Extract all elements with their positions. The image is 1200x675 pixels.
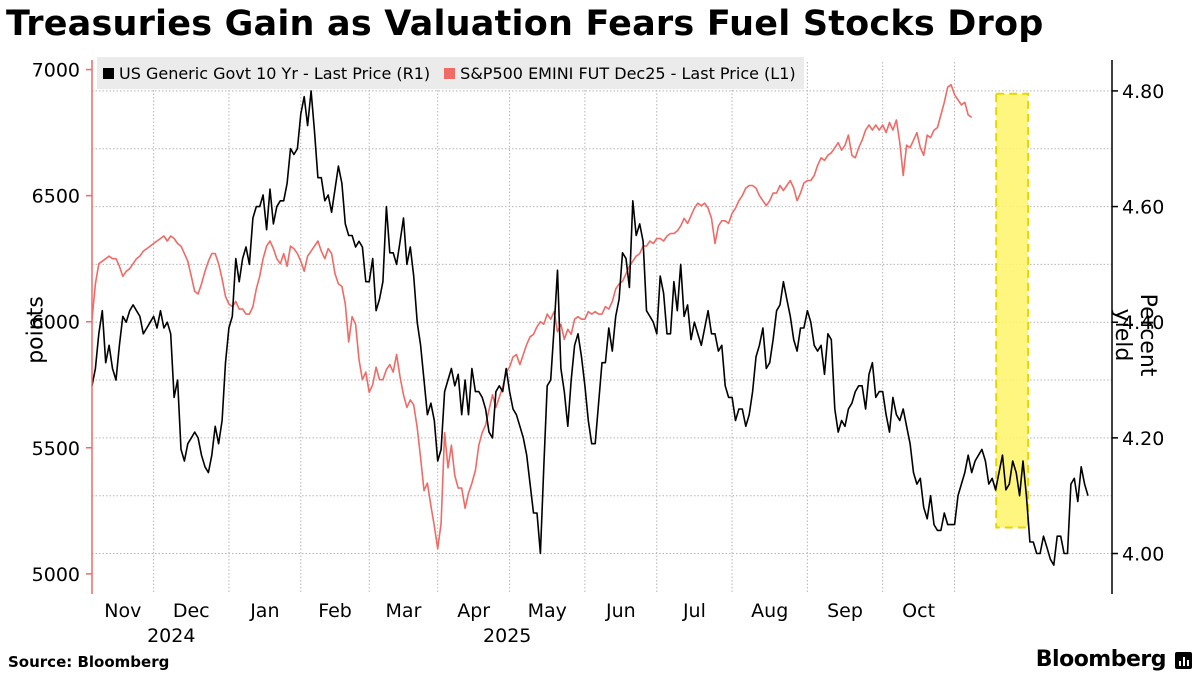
chart-title: Treasuries Gain as Valuation Fears Fuel … <box>6 4 1044 44</box>
x-month-label: Aug <box>751 600 788 622</box>
legend-label-sp500: S&P500 EMINI FUT Dec25 - Last Price (L1) <box>460 63 796 83</box>
left-tick-label: 7000 <box>32 60 80 82</box>
bloomberg-badge-icon <box>1175 652 1192 669</box>
x-month-label: Jul <box>682 600 706 622</box>
left-tick-label: 6000 <box>32 312 80 334</box>
right-tick-label: 4.60 <box>1122 197 1164 219</box>
x-year-label: 2025 <box>483 625 531 647</box>
x-month-label: Jun <box>605 600 636 622</box>
x-month-label: Mar <box>386 600 422 622</box>
brand-logo-text: Bloomberg <box>1035 647 1167 672</box>
legend: US Generic Govt 10 Yr - Last Price (R1) … <box>97 57 804 89</box>
right-tick-label: 4.00 <box>1122 544 1164 566</box>
right-tick-label: 4.40 <box>1122 312 1164 334</box>
grid-lines <box>92 62 1112 594</box>
right-tick-label: 4.80 <box>1122 81 1164 103</box>
highlight-box <box>995 92 1030 529</box>
left-axis-label: points <box>23 296 49 364</box>
x-month-label: Jan <box>249 600 279 622</box>
legend-item-sp500[interactable]: S&P500 EMINI FUT Dec25 - Last Price (L1) <box>444 63 796 83</box>
axes: 7000 6500 6000 5500 5000 4.80 4.60 4.40 4.20 4.00… <box>32 60 1165 647</box>
highlight-layer <box>995 92 1030 529</box>
legend-item-treasury[interactable]: US Generic Govt 10 Yr - Last Price (R1) <box>103 64 430 83</box>
treasury-yield-line <box>91 90 1089 566</box>
source-note: Source: Bloomberg <box>8 653 170 671</box>
x-month-label: Nov <box>104 600 141 622</box>
left-tick-label: 6500 <box>32 186 80 208</box>
sp500-line <box>91 83 973 550</box>
x-month-label: Feb <box>318 600 352 622</box>
right-axis-label: Percent yield <box>1110 293 1160 377</box>
legend-swatch-treasury <box>103 67 114 79</box>
legend-swatch-sp500 <box>444 67 456 79</box>
x-month-label: Sep <box>827 600 863 622</box>
left-tick-label: 5000 <box>32 564 80 586</box>
x-month-label: Dec <box>173 600 210 622</box>
right-tick-label: 4.20 <box>1122 428 1164 450</box>
x-month-label: Oct <box>902 600 935 622</box>
x-month-label: May <box>528 600 567 622</box>
series-layer <box>91 83 1089 566</box>
x-year-label: 2024 <box>147 625 195 647</box>
x-month-label: Apr <box>457 600 490 622</box>
left-tick-label: 5500 <box>32 438 80 460</box>
legend-label-treasury: US Generic Govt 10 Yr - Last Price (R1) <box>119 63 431 83</box>
